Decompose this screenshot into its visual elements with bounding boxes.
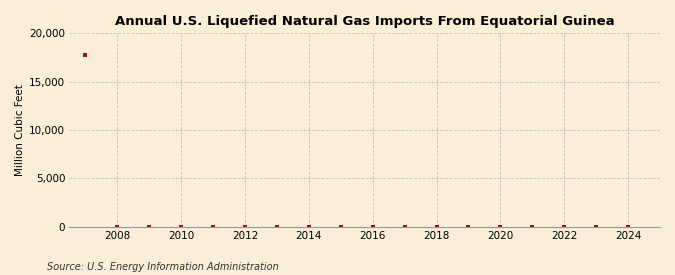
Text: Source: U.S. Energy Information Administration: Source: U.S. Energy Information Administ… <box>47 262 279 272</box>
Y-axis label: Million Cubic Feet: Million Cubic Feet <box>15 84 25 176</box>
Title: Annual U.S. Liquefied Natural Gas Imports From Equatorial Guinea: Annual U.S. Liquefied Natural Gas Import… <box>115 15 614 28</box>
